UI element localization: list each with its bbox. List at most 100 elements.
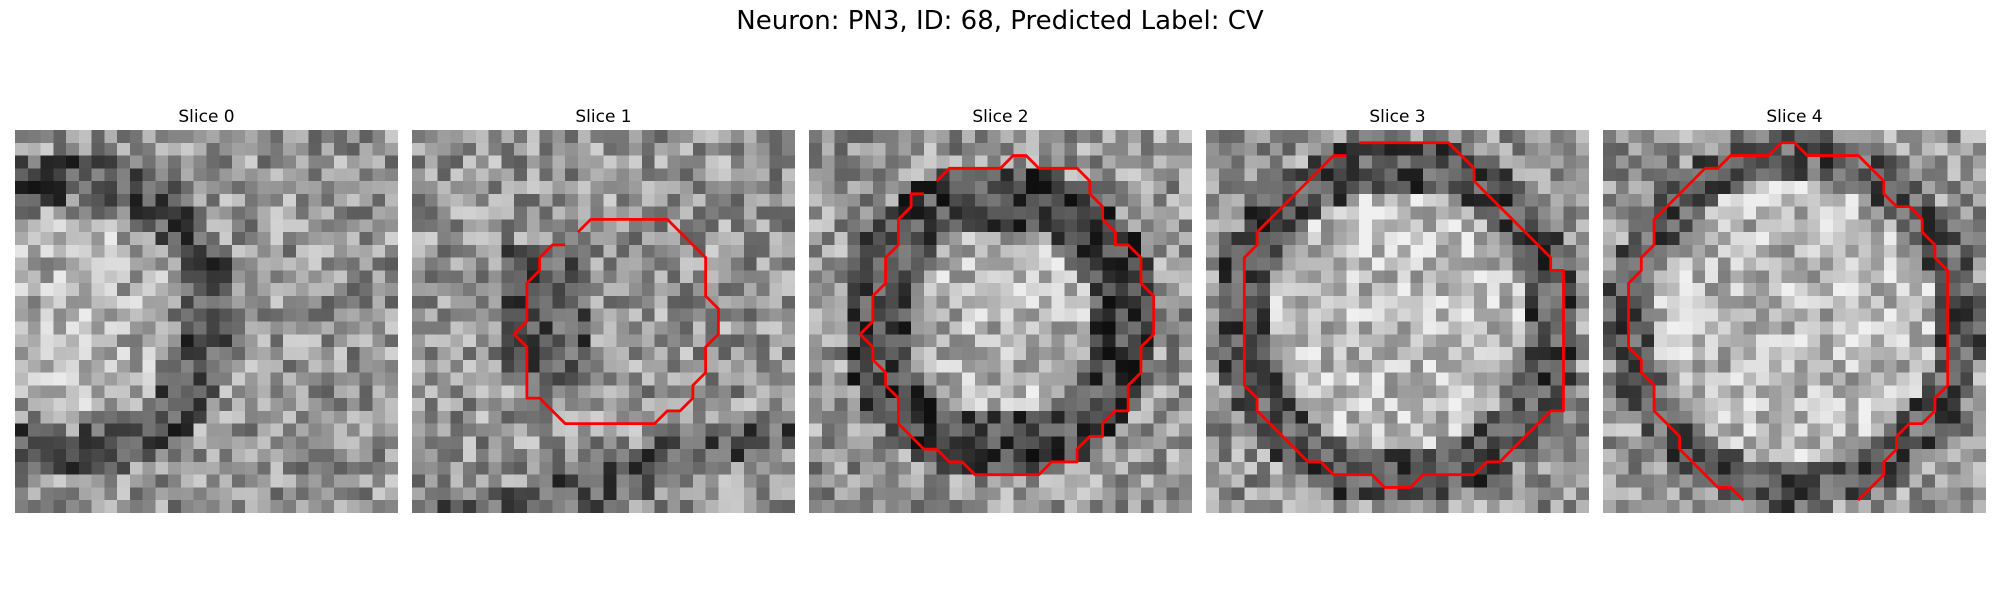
image-pixel [1947, 385, 1961, 399]
image-pixel [346, 461, 360, 475]
image-pixel [1102, 193, 1116, 207]
image-pixel [372, 168, 386, 182]
image-pixel [962, 181, 976, 195]
image-pixel [629, 474, 643, 488]
image-pixel [514, 155, 528, 169]
image-pixel [1807, 461, 1821, 475]
image-pixel [1026, 168, 1040, 182]
image-pixel [1474, 398, 1488, 412]
image-pixel [1832, 474, 1846, 488]
image-pixel [847, 206, 861, 220]
image-pixel [1615, 193, 1629, 207]
image-pixel [180, 487, 194, 501]
image-pixel [1257, 500, 1271, 513]
image-pixel [1140, 130, 1154, 144]
image-pixel [321, 410, 335, 424]
image-pixel [1371, 244, 1385, 258]
image-pixel [1423, 423, 1437, 437]
image-pixel [1576, 487, 1589, 501]
image-pixel [206, 130, 220, 144]
image-pixel [1051, 295, 1065, 309]
image-pixel [603, 372, 617, 386]
image-pixel [372, 257, 386, 271]
image-pixel [1730, 500, 1744, 513]
image-pixel [539, 155, 553, 169]
image-pixel [1692, 219, 1706, 233]
segmentation-contour [512, 217, 720, 426]
image-pixel [244, 219, 258, 233]
image-pixel [1218, 206, 1232, 220]
image-pixel [654, 423, 668, 437]
image-pixel [552, 130, 566, 144]
image-pixel [1525, 449, 1539, 463]
image-pixel [1000, 206, 1014, 220]
image-pixel [155, 398, 169, 412]
image-pixel [168, 181, 182, 195]
image-pixel [1550, 347, 1564, 361]
image-pixel [424, 372, 438, 386]
image-pixel [1666, 461, 1680, 475]
image-pixel [565, 347, 579, 361]
image-pixel [412, 219, 426, 233]
image-pixel [1654, 232, 1668, 246]
image-pixel [1692, 321, 1706, 335]
image-pixel [847, 410, 861, 424]
image-pixel [526, 244, 540, 258]
image-pixel [1384, 206, 1398, 220]
image-pixel [1257, 334, 1271, 348]
image-pixel [1000, 334, 1014, 348]
image-pixel [385, 372, 398, 386]
image-pixel [385, 142, 398, 156]
image-pixel [987, 461, 1001, 475]
image-pixel [847, 257, 861, 271]
image-pixel [321, 155, 335, 169]
image-pixel [1269, 308, 1283, 322]
image-pixel [629, 232, 643, 246]
image-pixel [1654, 168, 1668, 182]
image-pixel [1768, 359, 1782, 373]
image-pixel [1883, 232, 1897, 246]
image-pixel [270, 142, 284, 156]
image-pixel [885, 334, 899, 348]
image-pixel [872, 181, 886, 195]
image-pixel [667, 372, 681, 386]
image-pixel [974, 461, 988, 475]
image-pixel [692, 500, 706, 513]
image-pixel [232, 449, 246, 463]
image-pixel [1371, 283, 1385, 297]
image-pixel [155, 181, 169, 195]
image-pixel [168, 283, 182, 297]
image-pixel [1077, 232, 1091, 246]
image-pixel [1423, 155, 1437, 169]
image-pixel [756, 168, 770, 182]
image-pixel [514, 436, 528, 450]
image-pixel [1603, 142, 1617, 156]
image-pixel [1282, 308, 1296, 322]
image-pixel [385, 334, 398, 348]
image-pixel [641, 449, 655, 463]
image-pixel [731, 347, 745, 361]
image-pixel [15, 155, 29, 169]
image-pixel [475, 321, 489, 335]
image-pixel [629, 257, 643, 271]
image-pixel [193, 334, 207, 348]
image-pixel [501, 500, 515, 513]
image-pixel [1705, 308, 1719, 322]
image-pixel [1064, 500, 1078, 513]
image-pixel [1743, 461, 1757, 475]
image-pixel [412, 130, 426, 144]
image-pixel [1512, 295, 1526, 309]
image-pixel [834, 436, 848, 450]
image-pixel [769, 347, 783, 361]
image-pixel [1717, 359, 1731, 373]
image-pixel [168, 308, 182, 322]
image-pixel [898, 347, 912, 361]
image-pixel [1179, 461, 1192, 475]
image-pixel [987, 257, 1001, 271]
image-pixel [1730, 423, 1744, 437]
image-pixel [834, 487, 848, 501]
image-pixel [1820, 398, 1834, 412]
image-pixel [1257, 385, 1271, 399]
image-pixel [244, 359, 258, 373]
image-pixel [488, 321, 502, 335]
